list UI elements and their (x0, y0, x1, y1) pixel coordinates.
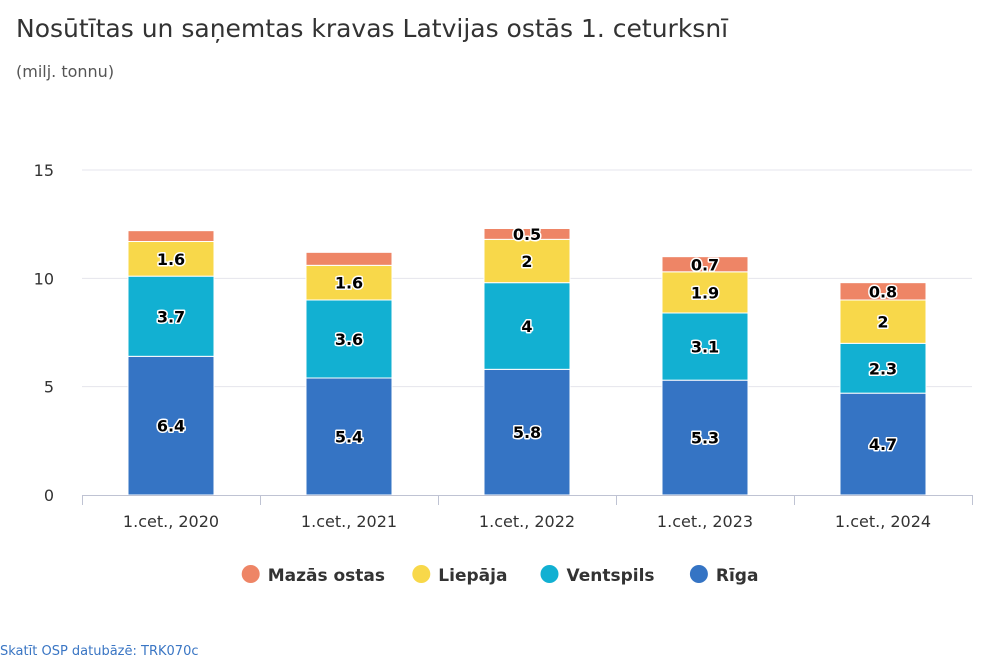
data-label-mazas-ostas-4: 0.7 (691, 255, 719, 274)
bars (127, 228, 927, 496)
bar-mazas-ostas-4[interactable] (661, 256, 749, 273)
bar-riga-5[interactable] (839, 392, 927, 496)
legend-swatch (412, 565, 431, 583)
legend-label: Ventspils (567, 566, 655, 586)
data-labels: 6.4 3.7 1.6 5.4 3.6 1.6 5.8 4 2 0.5 5.3 3.1 1.9 0.7 4.… (155, 223, 898, 455)
legend-item-mazas-ostas[interactable]: Mazās ostas (241, 565, 385, 586)
osp-database-link-code: TRK070c (141, 644, 199, 659)
x-tick-label: 1.cet., 2022 (479, 512, 575, 531)
bar-mazas-ostas-5[interactable] (839, 282, 927, 301)
data-label-ventspils-1: 3.7 (157, 307, 185, 326)
chart-subtitle: (milj. tonnu) (16, 62, 115, 81)
bar-liepaja-4[interactable] (661, 271, 749, 314)
bar-liepaja-3[interactable] (483, 238, 571, 284)
legend-swatch (241, 565, 260, 583)
data-label-ventspils-3: 4 (521, 317, 532, 336)
data-label-liepaja-4: 1.9 (691, 283, 719, 302)
data-label-riga-3: 5.8 (513, 423, 541, 442)
data-label-riga-4: 5.3 (691, 429, 719, 448)
bar-riga-3[interactable] (483, 368, 571, 496)
data-label-liepaja-1: 1.6 (157, 250, 185, 269)
bar-mazas-ostas-1[interactable] (127, 230, 215, 243)
y-tick-label: 5 (44, 378, 54, 397)
data-label-riga-5: 4.7 (869, 435, 897, 454)
data-label-ventspils-4: 3.1 (691, 338, 719, 357)
axes: 0 5 10 15 1.cet., 2020 1.cet., 2021 1.cet., 20… (34, 161, 973, 531)
bar-mazas-ostas-2[interactable] (305, 251, 393, 266)
data-label-liepaja-2: 1.6 (335, 274, 363, 293)
legend-swatch (689, 565, 708, 583)
y-tick-label: 0 (44, 486, 54, 505)
x-tick-label: 1.cet., 2023 (657, 512, 753, 531)
stacked-bar-chart: 6.4 3.7 1.6 5.4 3.6 1.6 5.8 4 2 0.5 5.3 3.1 1.9 0.7 4.… (34, 161, 973, 586)
osp-database-link[interactable]: Skatīt OSP datubāzē: TRK070c (0, 644, 199, 659)
bar-ventspils-5[interactable] (839, 342, 927, 394)
bar-riga-1[interactable] (127, 355, 215, 496)
data-label-ventspils-2: 3.6 (335, 330, 363, 349)
x-tick-label: 1.cet., 2020 (123, 512, 219, 531)
bar-ventspils-3[interactable] (483, 282, 571, 370)
osp-database-link-label: Skatīt OSP datubāzē: (0, 644, 137, 659)
bar-mazas-ostas-3[interactable] (483, 228, 571, 240)
y-tick-label: 10 (34, 269, 54, 288)
legend-label: Liepāja (438, 566, 507, 586)
chart-title: Nosūtītas un saņemtas kravas Latvijas os… (16, 14, 729, 43)
legend-item-riga[interactable]: Rīga (689, 565, 759, 586)
legend-label: Mazās ostas (268, 566, 385, 586)
bar-riga-4[interactable] (661, 379, 749, 496)
data-label-riga-2: 5.4 (335, 428, 363, 447)
bar-ventspils-1[interactable] (127, 275, 215, 357)
bar-liepaja-2[interactable] (305, 264, 393, 301)
bar-liepaja-5[interactable] (839, 299, 927, 344)
y-tick-label: 15 (34, 161, 54, 180)
legend: Mazās ostas Liepāja Ventspils Rīga (241, 565, 759, 586)
data-label-liepaja-3: 2 (521, 252, 532, 271)
data-label-mazas-ostas-5: 0.8 (869, 282, 897, 301)
legend-item-ventspils[interactable]: Ventspils (540, 565, 655, 586)
legend-swatch (540, 565, 559, 583)
data-label-riga-1: 6.4 (157, 417, 185, 436)
bar-ventspils-4[interactable] (661, 312, 749, 381)
data-label-mazas-ostas-3: 0.5 (513, 225, 541, 244)
legend-item-liepaja[interactable]: Liepāja (412, 565, 507, 586)
data-label-ventspils-5: 2.3 (869, 359, 897, 378)
x-tick-label: 1.cet., 2024 (835, 512, 931, 531)
data-label-liepaja-5: 2 (877, 313, 888, 332)
legend-label: Rīga (716, 566, 759, 586)
x-tick-label: 1.cet., 2021 (301, 512, 397, 531)
